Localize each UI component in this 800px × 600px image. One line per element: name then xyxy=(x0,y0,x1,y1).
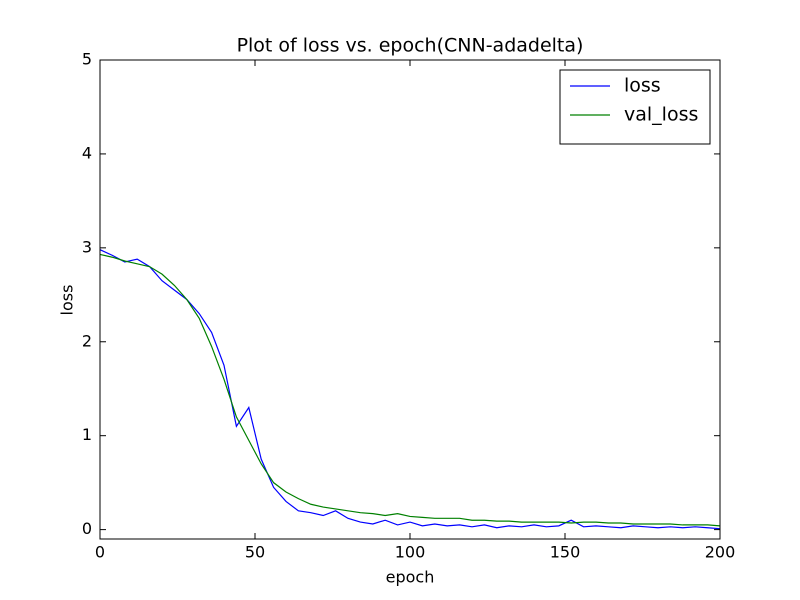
legend-label: val_loss xyxy=(624,104,698,126)
x-tick-label: 150 xyxy=(550,543,581,562)
x-axis-label: epoch xyxy=(386,568,435,587)
chart-title: Plot of loss vs. epoch(CNN-adadelta) xyxy=(237,35,584,57)
y-tick-label: 5 xyxy=(82,50,92,69)
x-tick-label: 50 xyxy=(245,543,265,562)
y-tick-label: 0 xyxy=(82,519,92,538)
x-tick-label: 0 xyxy=(95,543,105,562)
legend-box xyxy=(559,69,711,145)
legend-label: loss xyxy=(624,75,661,97)
x-tick-label: 100 xyxy=(395,543,426,562)
y-axis-label: loss xyxy=(58,285,77,316)
y-tick-label: 1 xyxy=(82,425,92,444)
data-line xyxy=(99,253,721,527)
y-tick-label: 2 xyxy=(82,331,92,350)
y-tick-label: 3 xyxy=(82,237,92,256)
data-line xyxy=(99,249,721,530)
y-tick-label: 4 xyxy=(82,143,92,162)
x-tick-label: 200 xyxy=(705,543,736,562)
